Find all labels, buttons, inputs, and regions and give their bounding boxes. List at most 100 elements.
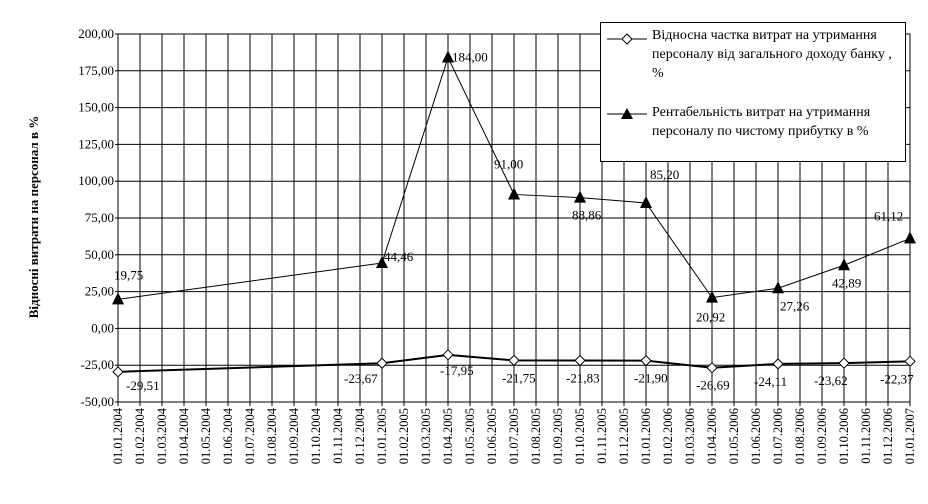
- x-tick-label: 01.02.2006: [661, 408, 675, 464]
- data-label: 20,92: [696, 310, 725, 325]
- triangle-marker: [376, 255, 388, 268]
- data-label: -24,11: [754, 374, 787, 389]
- staff-cost-share-line: [117, 353, 911, 373]
- triangle-marker: [772, 281, 784, 294]
- data-label: -21,90: [634, 371, 668, 386]
- y-tick-label: 100,00: [78, 173, 114, 188]
- data-label: 61,12: [874, 208, 903, 223]
- x-tick-label: 01.09.2006: [815, 408, 829, 464]
- diamond-marker: [838, 357, 850, 369]
- y-tick-label: 50,00: [85, 247, 114, 262]
- x-tick-label: 01.05.2004: [199, 407, 213, 464]
- data-label: 27,26: [780, 298, 810, 313]
- data-label: -26,69: [696, 378, 730, 393]
- y-tick-label: 0,00: [91, 320, 114, 335]
- diamond-marker: [772, 358, 784, 370]
- x-tick-label: 01.08.2006: [793, 408, 807, 464]
- staff-cost-profitability-line: [117, 56, 911, 300]
- x-tick-label: 01.01.2007: [903, 408, 917, 464]
- data-label: -21,83: [566, 371, 600, 386]
- triangle-marker: [112, 292, 124, 305]
- data-label: -23,62: [814, 373, 848, 388]
- x-tick-label: 01.08.2005: [529, 408, 543, 464]
- x-tick-label: 01.07.2005: [507, 408, 521, 464]
- data-label: 88,86: [572, 208, 602, 223]
- diamond-marker: [442, 349, 454, 361]
- x-tick-label: 01.05.2006: [727, 408, 741, 464]
- x-tick-label: 01.04.2004: [177, 407, 191, 464]
- x-tick-label: 01.07.2006: [771, 408, 785, 464]
- x-tick-label: 01.03.2005: [419, 408, 433, 464]
- x-tick-label: 01.11.2006: [859, 408, 873, 464]
- x-tick-label: 01.11.2005: [595, 408, 609, 464]
- data-label: 44,46: [384, 249, 414, 264]
- diamond-marker-icon: [607, 33, 647, 45]
- data-label: -21,75: [502, 370, 536, 385]
- chart-legend: Відносна частка витрат на утримання перс…: [600, 22, 906, 162]
- x-tick-label: 01.11.2004: [331, 407, 345, 464]
- x-tick-label: 01.10.2006: [837, 408, 851, 464]
- y-tick-label: 175,00: [78, 63, 114, 78]
- x-tick-label: 01.03.2006: [683, 408, 697, 464]
- x-tick-label: 01.04.2005: [441, 408, 455, 464]
- data-label: -17,95: [440, 363, 474, 378]
- diamond-marker: [508, 354, 520, 367]
- x-tick-label: 01.01.2004: [111, 407, 125, 464]
- triangle-marker: [706, 290, 718, 303]
- triangle-marker: [508, 187, 520, 200]
- legend-label-line: персоналу від загального доходу банку ,: [652, 47, 892, 62]
- x-tick-label: 01.04.2006: [705, 408, 719, 464]
- y-tick-label: 25,00: [85, 284, 114, 299]
- diamond-marker: [904, 355, 916, 368]
- y-tick-label: 200,00: [78, 26, 114, 41]
- x-tick-label: 01.03.2004: [155, 407, 169, 464]
- chart-grid: [117, 33, 911, 403]
- y-axis-title: Відносні витрати на персонал в %: [26, 116, 41, 318]
- triangle-marker: [838, 258, 850, 271]
- y-tick-label: 75,00: [85, 210, 114, 225]
- x-tick-label: 01.06.2005: [485, 408, 499, 464]
- x-tick-label: 01.08.2004: [265, 407, 279, 464]
- y-tick-label: -25,00: [80, 357, 114, 372]
- y-tick-label: -50,00: [80, 394, 114, 409]
- x-tick-label: 01.06.2006: [749, 408, 763, 464]
- y-axis-ticks: -50,00 -25,00 0,00 25,00 50,00 75,00 100,00 125…: [78, 26, 118, 409]
- triangle-marker: [640, 195, 652, 208]
- x-tick-label: 01.01.2005: [375, 408, 389, 464]
- x-tick-label: 01.02.2004: [133, 407, 147, 464]
- data-label: 42,89: [832, 275, 861, 290]
- diamond-marker: [574, 354, 586, 367]
- legend-label-line: %: [652, 66, 664, 81]
- triangle-marker-icon: [607, 108, 647, 119]
- diamond-marker: [640, 354, 652, 367]
- diamond-marker: [706, 361, 718, 374]
- triangle-marker: [442, 50, 454, 63]
- triangle-marker: [904, 231, 916, 244]
- data-label: 184,00: [452, 50, 488, 65]
- data-label: 19,75: [114, 267, 143, 282]
- x-tick-label: 01.07.2004: [243, 407, 257, 464]
- legend-label-line: Відносна частка витрат на утримання: [652, 28, 877, 43]
- diamond-marker: [376, 357, 388, 369]
- x-tick-label: 01.01.2006: [639, 408, 653, 464]
- triangle-marker: [574, 190, 586, 203]
- x-tick-label: 01.05.2005: [463, 408, 477, 464]
- y-tick-label: 125,00: [78, 136, 114, 151]
- data-label: 91,00: [494, 156, 523, 171]
- legend-label-line: Рентабельність витрат на утримання: [652, 105, 871, 120]
- x-tick-label: 01.06.2004: [221, 407, 235, 464]
- x-axis-ticks: 01.01.2004 01.02.2004 01.03.2004 01.04.2004…: [111, 402, 917, 464]
- data-labels: -29,51 -23,67 -17,95 -21,75 -21,83 -21,90 -26,…: [114, 50, 914, 393]
- series-markers: [112, 50, 916, 378]
- series-lines: [117, 56, 911, 373]
- x-tick-label: 01.12.2004: [353, 407, 367, 464]
- x-tick-label: 01.12.2006: [881, 408, 895, 464]
- data-label: -22,37: [880, 371, 914, 386]
- x-tick-label: 01.12.2005: [617, 408, 631, 464]
- data-label: 85,20: [650, 167, 679, 182]
- x-tick-label: 01.09.2004: [287, 407, 301, 464]
- y-tick-label: 150,00: [78, 100, 114, 115]
- legend-label-line: персоналу по чистому прибутку в %: [652, 124, 869, 139]
- diamond-marker: [112, 366, 124, 378]
